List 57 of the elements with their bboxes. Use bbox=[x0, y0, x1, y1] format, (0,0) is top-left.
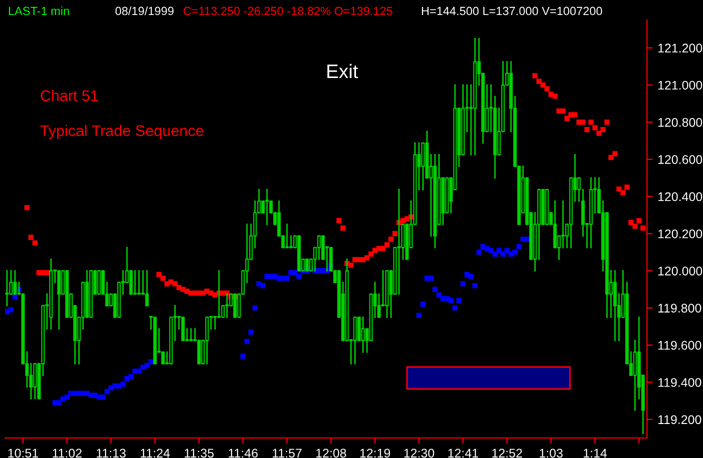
text: H=144.500 L=137.000 V=1007200 bbox=[422, 6, 602, 16]
candlestick bbox=[289, 235, 293, 248]
candlestick bbox=[33, 362, 37, 400]
y-tick-label: 120.600 bbox=[658, 155, 702, 164]
candlestick bbox=[561, 200, 565, 248]
candlestick bbox=[97, 270, 101, 295]
y-tick-label: 121.000 bbox=[658, 80, 702, 90]
x-tick-label: 11:02 bbox=[52, 448, 82, 458]
y-tick-label: 120.800 bbox=[658, 118, 702, 127]
candlestick bbox=[145, 270, 149, 306]
candlestick bbox=[361, 316, 365, 353]
x-tick-label: 1:03 bbox=[540, 448, 563, 458]
text: C=113.250 -26.250 -18.82% O=139.125 bbox=[184, 6, 392, 16]
x-tick-label: 10:51 bbox=[8, 448, 38, 458]
x-tick-label: 12:41 bbox=[448, 448, 478, 458]
x-tick-label: 11:35 bbox=[184, 448, 214, 458]
y-tick-label: 119.800 bbox=[658, 304, 702, 313]
candlestick bbox=[213, 316, 217, 330]
y-tick-label: 120.400 bbox=[658, 192, 702, 202]
candlestick bbox=[285, 224, 289, 248]
text: 08/19/1999 bbox=[115, 6, 174, 16]
annotation: Chart 51 bbox=[40, 90, 98, 102]
candlestick bbox=[421, 142, 425, 190]
candlestick bbox=[57, 270, 61, 330]
candlestick bbox=[305, 258, 309, 272]
x-tick-label: 11:57 bbox=[272, 448, 302, 458]
candlestick bbox=[133, 270, 137, 295]
candlestick bbox=[129, 270, 133, 295]
text: LAST-1 min bbox=[8, 6, 69, 16]
annotation: Typical Trade Sequence bbox=[40, 124, 204, 140]
y-tick-label: 121.200 bbox=[658, 44, 702, 53]
x-tick-label: 11:24 bbox=[140, 448, 170, 458]
x-tick-label: 1:14 bbox=[584, 448, 607, 458]
candlestick bbox=[189, 328, 193, 342]
y-tick-label: 120.200 bbox=[658, 229, 702, 238]
x-tick-label: 12:08 bbox=[316, 448, 346, 458]
candlestick bbox=[317, 235, 321, 260]
y-tick-label: 119.400 bbox=[658, 378, 702, 387]
x-tick-label: 12:52 bbox=[492, 448, 522, 458]
candlestick bbox=[5, 270, 9, 306]
y-tick-label: 119.200 bbox=[658, 415, 702, 424]
candlestick bbox=[265, 188, 269, 226]
candlestick bbox=[197, 340, 201, 364]
x-tick-label: 12:19 bbox=[360, 448, 390, 458]
candlestick bbox=[633, 340, 637, 411]
candlestick bbox=[353, 316, 357, 364]
candlestick bbox=[613, 270, 617, 342]
candlestick bbox=[181, 316, 185, 342]
x-tick-label: 12:30 bbox=[404, 448, 434, 458]
candlestick bbox=[205, 316, 209, 364]
x-tick-label: 11:13 bbox=[96, 448, 126, 458]
candlestick bbox=[137, 270, 141, 295]
candlestick bbox=[553, 200, 557, 248]
x-tick-label: 11:46 bbox=[228, 448, 258, 458]
y-tick-label: 119.600 bbox=[658, 340, 702, 350]
annotation: Exit bbox=[327, 64, 358, 78]
y-tick-label: 120.000 bbox=[658, 266, 702, 276]
